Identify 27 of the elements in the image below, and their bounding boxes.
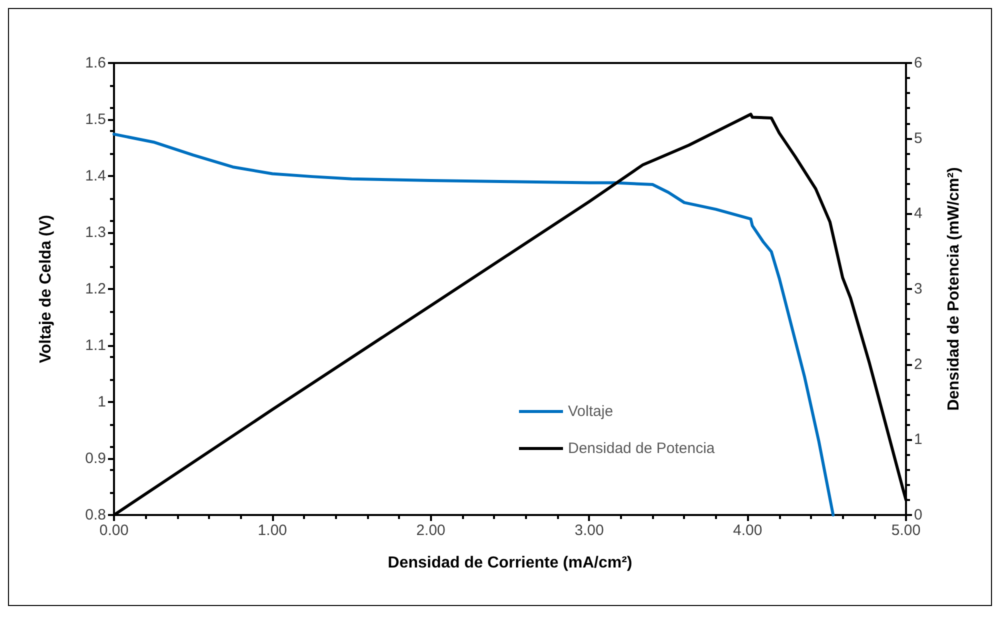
x-tick-label: 5.00 bbox=[891, 522, 921, 539]
y-tick-label: 0.8 bbox=[85, 506, 106, 524]
y-tick-label: 0.9 bbox=[85, 450, 106, 467]
y2-tick-label: 2 bbox=[914, 356, 922, 373]
y2-tick-label: 1 bbox=[914, 431, 922, 448]
y2-tick-label: 3 bbox=[914, 280, 922, 298]
y-axis-title: Voltaje de Celda (V) bbox=[38, 214, 54, 364]
x-tick-label: 3.00 bbox=[574, 522, 604, 539]
x-tick-label: 4.00 bbox=[733, 522, 762, 539]
y-tick-label: 1.1 bbox=[85, 337, 106, 354]
y2-tick-label: 5 bbox=[914, 130, 922, 147]
y2-tick-label: 6 bbox=[914, 54, 922, 72]
x-tick-label: 0.00 bbox=[99, 522, 129, 539]
x-tick-label: 2.00 bbox=[416, 522, 446, 539]
y2-tick-label: 0 bbox=[914, 506, 922, 524]
y-tick-label: 1.4 bbox=[85, 168, 106, 184]
y-tick-label: 1.2 bbox=[85, 280, 106, 298]
x-axis-title: Densidad de Corriente (mA/cm²) bbox=[388, 554, 632, 572]
y2-axis-title: Densidad de Potencia (mW/cm²) bbox=[946, 167, 962, 411]
y2-tick-label: 4 bbox=[914, 205, 922, 222]
y-tick-label: 1.5 bbox=[85, 111, 106, 128]
y-tick-label: 1 bbox=[98, 394, 106, 410]
legend-label: Voltaje bbox=[568, 403, 614, 420]
x-tick-label: 1.00 bbox=[258, 522, 287, 539]
y-tick-label: 1.3 bbox=[85, 224, 106, 241]
y-tick-label: 1.6 bbox=[85, 54, 106, 72]
legend-label: Densidad de Potencia bbox=[568, 440, 716, 457]
